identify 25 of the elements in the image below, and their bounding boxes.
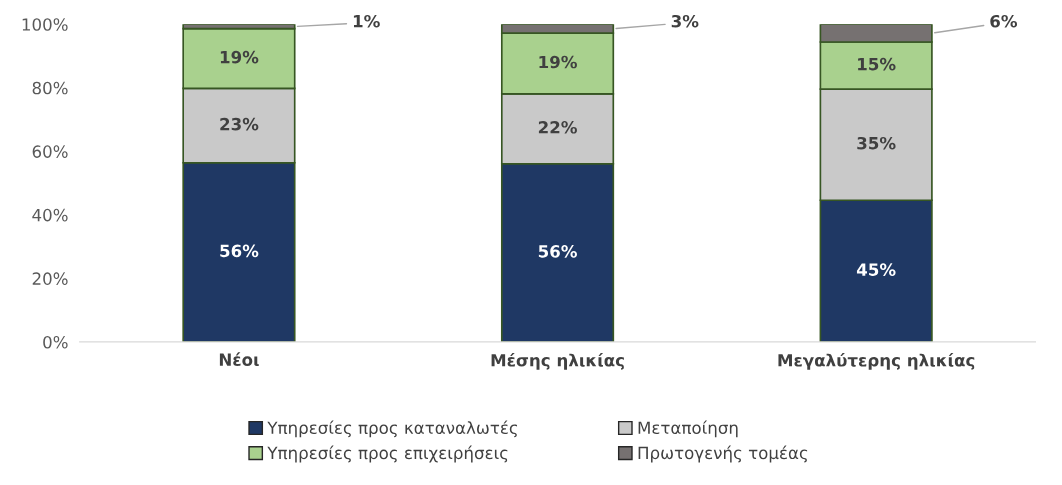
legend-label: Πρωτογενής τομέας [638,445,808,463]
y-tick-label: 80% [32,81,68,95]
data-label: 56% [220,244,259,258]
x-tick-label: Νέοι [219,352,259,367]
x-tick-label: Μεγαλύτερης ηλικίας [778,353,975,370]
y-tick-label: 100% [22,18,68,31]
data-label: 56% [538,245,577,258]
data-label: 6% [990,14,1018,28]
data-label: 22% [538,120,577,134]
legend-label: Υπηρεσίες προς καταναλωτές [267,420,518,438]
data-label: 45% [856,263,896,276]
data-label: 1% [353,14,380,28]
data-label: 19% [539,55,577,69]
y-tick-label: 60% [32,145,68,158]
data-label: 35% [857,136,896,150]
data-label: 15% [858,57,896,71]
data-label: 23% [220,117,259,131]
legend-label: Υπηρεσίες προς επιχειρήσεις [267,445,508,463]
y-tick-label: 20% [32,272,68,285]
data-label: 19% [220,50,259,64]
x-tick-label: Μέσης ηλικίας [491,353,624,370]
y-tick-label: 40% [32,208,68,222]
y-tick-label: 0% [43,335,68,349]
data-label: 3% [671,14,699,28]
legend-label: Μεταποίηση [638,420,738,438]
